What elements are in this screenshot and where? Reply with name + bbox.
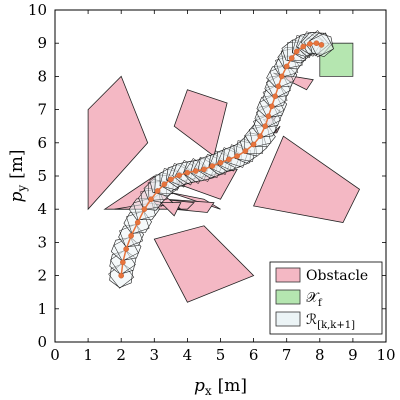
- legend-swatch-obstacle: [275, 267, 301, 283]
- legend-swatch-target: [275, 289, 301, 305]
- x-tick-label: 0: [50, 346, 60, 364]
- trajectory-point: [234, 153, 240, 159]
- x-tick-label: 4: [183, 346, 193, 364]
- trajectory-point: [225, 156, 232, 163]
- y-tick-label: 10: [28, 1, 47, 19]
- trajectory-point: [313, 40, 320, 47]
- trajectory-point: [118, 272, 124, 279]
- reachable-set-cell: [309, 32, 334, 58]
- obstacle-polygon: [159, 202, 182, 217]
- x-tick-label: 2: [116, 346, 126, 364]
- trajectory-point: [257, 133, 264, 139]
- trajectory-point: [217, 159, 224, 166]
- trajectory-point: [141, 206, 148, 212]
- legend-label-obstacle: Obstacle: [306, 268, 368, 284]
- trajectory-point: [300, 43, 307, 50]
- obstacle-polygon: [253, 135, 361, 223]
- x-tick-label: 5: [216, 346, 226, 364]
- y-tick-label: 6: [37, 134, 47, 152]
- trajectory-point: [209, 163, 216, 169]
- y-tick-label: 9: [37, 34, 47, 52]
- x-tick-label: 9: [348, 346, 358, 364]
- trajectory-point: [161, 181, 168, 188]
- trajectory-point: [293, 48, 300, 55]
- trajectory-point: [272, 93, 278, 100]
- legend-swatch-reach: [275, 311, 301, 327]
- y-tick-label: 5: [37, 167, 47, 185]
- y-axis-label: py[m]: [7, 149, 29, 202]
- trajectory-point: [318, 42, 325, 48]
- trajectory-point: [288, 55, 295, 61]
- trajectory-point: [265, 113, 272, 120]
- obstacle-polygon: [87, 75, 149, 211]
- trajectory-point: [120, 259, 126, 266]
- trajectory-point: [168, 176, 174, 183]
- trajectory-point: [184, 169, 191, 176]
- legend: Obstacle 𝒳f ℛ[k,k+1]: [269, 261, 383, 335]
- trajectory-layer: [118, 40, 325, 279]
- y-tick-label: 8: [37, 67, 47, 85]
- legend-label-target: 𝒳f: [306, 290, 323, 309]
- trajectory-point: [250, 141, 257, 148]
- trajectory-point: [176, 172, 182, 179]
- trajectory-point: [154, 188, 161, 194]
- y-tick-label: 2: [37, 267, 47, 285]
- trajectory-point: [278, 73, 285, 80]
- obstacle-polygon: [272, 125, 281, 134]
- axis-ticks: 0 1 2 3 4 5 6 7 8 9 10 0 1 2 3 4 5 6 7 8 9 10: [28, 1, 396, 364]
- trajectory-point: [128, 232, 134, 239]
- trajectory-point: [148, 196, 154, 203]
- trajectory-point: [134, 219, 141, 226]
- trajectory-point: [269, 103, 275, 110]
- x-tick-label: 6: [249, 346, 259, 364]
- y-tick-label: 4: [37, 200, 47, 218]
- x-tick-label: 3: [150, 346, 160, 364]
- obstacle-polygon: [153, 225, 255, 303]
- x-tick-label: 8: [315, 346, 325, 364]
- y-tick-label: 0: [37, 333, 47, 351]
- trajectory-point: [201, 166, 207, 173]
- obstacle-polygon: [173, 89, 228, 157]
- trajectory-point: [307, 41, 313, 47]
- trajectory-point: [192, 168, 199, 174]
- x-tick-label: 10: [376, 346, 395, 364]
- trajectory-point: [123, 246, 129, 252]
- x-tick-label: 1: [83, 346, 93, 364]
- y-tick-label: 3: [37, 233, 47, 251]
- trajectory-point: [262, 123, 268, 129]
- trajectory-point: [242, 148, 249, 154]
- trajectory-point: [283, 63, 290, 70]
- y-tick-label: 7: [37, 101, 47, 119]
- trajectory-point: [275, 83, 282, 90]
- legend-label-reach: ℛ[k,k+1]: [306, 312, 355, 331]
- x-axis-label: px [m]: [194, 376, 247, 398]
- x-tick-label: 7: [282, 346, 292, 364]
- y-tick-label: 1: [37, 300, 47, 318]
